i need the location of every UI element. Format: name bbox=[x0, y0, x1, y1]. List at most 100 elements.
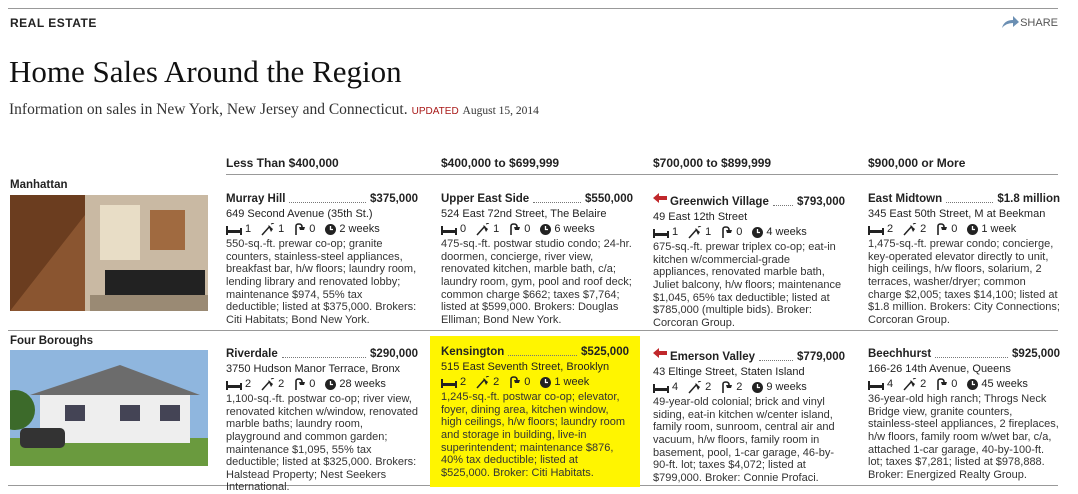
clock-icon bbox=[752, 227, 764, 239]
icons: 1 1 0 4 weeks bbox=[653, 226, 845, 239]
price-arrow bbox=[653, 193, 670, 209]
clock-icon bbox=[540, 224, 552, 236]
column-header: Less Than $400,000 bbox=[226, 156, 339, 170]
leader bbox=[935, 356, 1009, 358]
neighborhood: Upper East Side bbox=[441, 193, 530, 205]
bed-icon bbox=[868, 380, 884, 390]
share-label[interactable]: SHARE bbox=[1020, 17, 1058, 29]
icons: 2 2 0 1 week bbox=[441, 376, 629, 389]
clock-icon bbox=[540, 377, 552, 389]
share-icon[interactable] bbox=[1000, 15, 1020, 34]
clock-icon bbox=[752, 382, 764, 394]
shower-icon bbox=[476, 223, 490, 236]
bed-icon bbox=[653, 383, 669, 393]
time: 6 weeks bbox=[554, 223, 595, 236]
photo bbox=[10, 195, 208, 311]
shower-icon bbox=[476, 376, 490, 389]
name-row: Murray Hill $375,000 bbox=[226, 193, 418, 206]
leader bbox=[289, 201, 367, 203]
baths: 2 bbox=[493, 376, 500, 389]
price: $1.8 million bbox=[997, 193, 1060, 205]
address: 3750 Hudson Manor Terrace, Bronx bbox=[226, 362, 401, 375]
price: $290,000 bbox=[370, 348, 418, 360]
header-rule bbox=[226, 174, 1058, 175]
time: 45 weeks bbox=[981, 378, 1028, 391]
icons: 2 2 0 28 weeks bbox=[226, 378, 418, 391]
half-icon bbox=[294, 378, 306, 391]
listing: Greenwich Village $793,000 49 East 12th St… bbox=[653, 193, 845, 329]
listing: Kensington $525,000 515 East Seventh Stree… bbox=[430, 336, 640, 488]
icons: 0 1 0 6 weeks bbox=[441, 223, 633, 236]
listing: Murray Hill $375,000 649 Second Avenue (35… bbox=[226, 193, 418, 326]
time: 1 week bbox=[554, 376, 590, 389]
address: 515 East Seventh Street, Brooklyn bbox=[441, 360, 610, 373]
time: 4 weeks bbox=[766, 226, 807, 239]
clock-icon bbox=[967, 379, 979, 391]
updated-label: UPDATED bbox=[411, 106, 459, 117]
neighborhood: Kensington bbox=[441, 346, 505, 358]
baths: 1 bbox=[493, 223, 500, 236]
leader bbox=[759, 359, 794, 361]
icons: 1 1 0 2 weeks bbox=[226, 223, 418, 236]
listing: Emerson Valley $779,000 43 Eltinge Street,… bbox=[653, 348, 845, 484]
address: 49 East 12th Street bbox=[653, 210, 748, 223]
neighborhood: Greenwich Village bbox=[670, 196, 769, 208]
top-rule bbox=[8, 8, 1058, 9]
baths: 2 bbox=[705, 381, 712, 394]
address: 166-26 14th Avenue, Queens bbox=[868, 362, 1011, 375]
name-row: Emerson Valley $779,000 bbox=[653, 348, 845, 364]
half-baths: 2 bbox=[736, 381, 743, 394]
column-header: $400,000 to $699,999 bbox=[441, 156, 560, 170]
region-name: Four Boroughs bbox=[10, 335, 94, 347]
shower-icon bbox=[261, 378, 275, 391]
shower-icon bbox=[903, 378, 917, 391]
shower-icon bbox=[688, 381, 702, 394]
leader bbox=[508, 354, 578, 356]
bed-icon bbox=[868, 225, 884, 235]
subtitle-line: Information on sales in New York, New Je… bbox=[9, 101, 539, 119]
description: 36-year-old high ranch; Throgs Neck Brid… bbox=[868, 393, 1059, 481]
baths: 2 bbox=[920, 223, 927, 236]
name-row: Greenwich Village $793,000 bbox=[653, 193, 845, 209]
half-baths: 0 bbox=[309, 223, 316, 236]
icons: 4 2 2 9 weeks bbox=[653, 381, 845, 394]
half-icon bbox=[936, 223, 948, 236]
leader bbox=[281, 356, 367, 358]
shower-icon bbox=[688, 226, 702, 239]
listing: Beechhurst $925,000 166-26 14th Avenue, Qu… bbox=[868, 348, 1060, 481]
name-row: Upper East Side $550,000 bbox=[441, 193, 633, 206]
clock-icon bbox=[325, 379, 337, 391]
beds: 2 bbox=[460, 376, 467, 389]
name-row: East Midtown $1.8 million bbox=[868, 193, 1060, 206]
description: 1,475-sq.-ft. prewar condo; concierge, k… bbox=[868, 238, 1060, 326]
name-row: Beechhurst $925,000 bbox=[868, 348, 1060, 361]
baths: 1 bbox=[705, 226, 712, 239]
address: 524 East 72nd Street, The Belaire bbox=[441, 207, 607, 220]
price: $375,000 bbox=[370, 193, 418, 205]
region-name: Manhattan bbox=[10, 179, 68, 191]
beds: 0 bbox=[460, 223, 467, 236]
half-icon bbox=[509, 376, 521, 389]
icons: 2 2 0 1 week bbox=[868, 223, 1060, 236]
half-baths: 0 bbox=[524, 223, 531, 236]
shower-icon bbox=[261, 223, 275, 236]
clock-icon bbox=[967, 224, 979, 236]
description: 475-sq.-ft. postwar studio condo; 24-hr.… bbox=[441, 238, 632, 326]
baths: 2 bbox=[920, 378, 927, 391]
half-icon bbox=[294, 223, 306, 236]
listing: Upper East Side $550,000 524 East 72nd Str… bbox=[441, 193, 633, 326]
baths: 1 bbox=[278, 223, 285, 236]
neighborhood: Murray Hill bbox=[226, 193, 286, 205]
beds: 4 bbox=[887, 378, 894, 391]
price: $779,000 bbox=[797, 351, 845, 363]
price: $525,000 bbox=[581, 346, 629, 358]
neighborhood: Emerson Valley bbox=[670, 351, 756, 363]
description: 49-year-old colonial; brick and vinyl si… bbox=[653, 396, 835, 484]
beds: 2 bbox=[245, 378, 252, 391]
leader bbox=[533, 201, 582, 203]
photo bbox=[0, 350, 208, 466]
half-icon bbox=[721, 381, 733, 394]
title: Home Sales Around the Region bbox=[9, 54, 402, 89]
listing: Riverdale $290,000 3750 Hudson Manor Terra… bbox=[226, 348, 418, 494]
